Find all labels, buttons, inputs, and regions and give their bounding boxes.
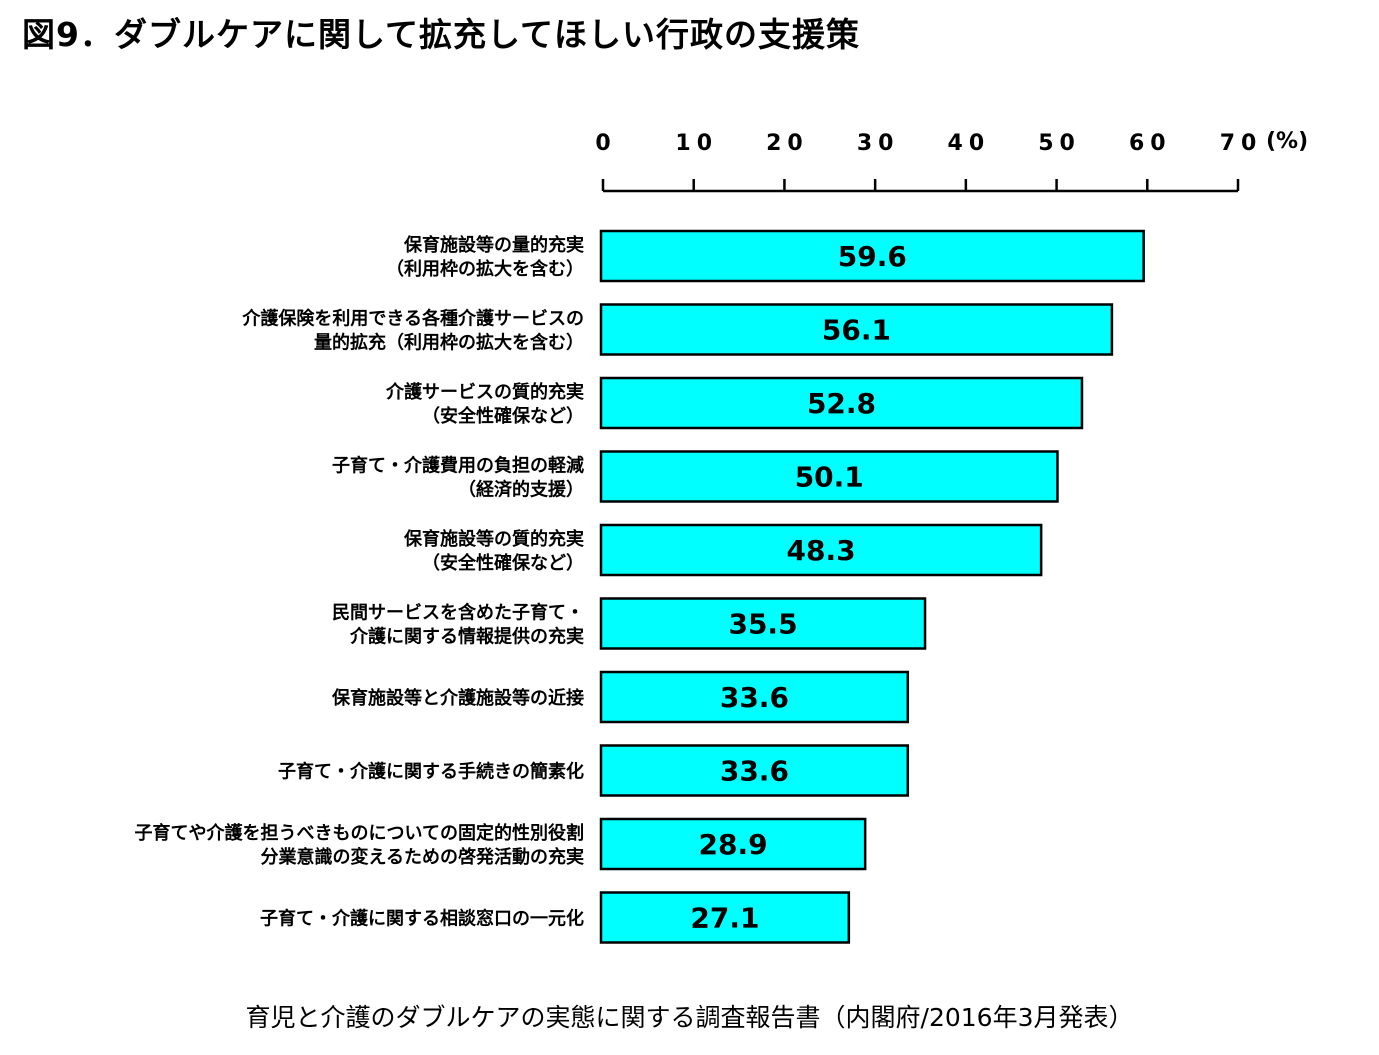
bar xyxy=(599,450,1059,503)
bar-value-label: 52.8 xyxy=(807,387,876,420)
bars: 59.6 56.1 52.8 50.1 48.3 35.5 33.6 33.6 28.9 27.1 xyxy=(599,229,1145,944)
category-label: 子育て・介護に関する手続きの簡素化 xyxy=(278,761,584,783)
x-tick-label: 60 xyxy=(1129,131,1172,156)
category-label: 量的拡充（利用枠の拡大を含む） xyxy=(314,332,584,354)
bar-value-label: 59.6 xyxy=(838,240,907,273)
bar-value-label: 27.1 xyxy=(690,902,759,935)
category-labels: 保育施設等の量的充実（利用枠の拡大を含む） 介護保険を利用できる各種介護サービスの… xyxy=(135,234,584,930)
category-label: 保育施設等と介護施設等の近接 xyxy=(331,687,584,709)
category-label: 子育て・介護に関する相談窓口の一元化 xyxy=(260,908,584,930)
category-label: （経済的支援） xyxy=(458,479,584,501)
bar-value-label: 56.1 xyxy=(822,314,891,347)
bar-value-label: 33.6 xyxy=(720,755,789,788)
bar-value-label: 28.9 xyxy=(699,828,768,861)
bar xyxy=(599,597,927,650)
category-label: 介護サービスの質的充実 xyxy=(385,381,584,403)
bar xyxy=(599,523,1043,577)
axis-unit-label: (%) xyxy=(1266,129,1308,154)
bar xyxy=(599,229,1145,283)
category-label: 介護に関する情報提供の充実 xyxy=(349,626,584,648)
bar xyxy=(599,817,867,871)
x-tick-label: 40 xyxy=(948,131,991,156)
category-label: 子育てや介護を担うべきものについての固定的性別役割 xyxy=(135,822,584,844)
bar-chart: 0 10 20 30 40 50 60 70 (%) 59.6 56.1 52.8 50.1 48.3 3… xyxy=(135,129,1308,944)
category-label: 保育施設等の質的充実 xyxy=(403,528,584,550)
x-tick-label: 10 xyxy=(675,131,718,156)
bar xyxy=(599,303,1114,356)
x-tick-label: 70 xyxy=(1220,131,1263,156)
x-tick-label: 20 xyxy=(766,131,809,156)
category-label: （利用枠の拡大を含む） xyxy=(386,258,584,280)
category-label: 民間サービスを含めた子育て・ xyxy=(332,602,584,624)
x-tick-label: 0 xyxy=(595,131,616,156)
category-label: 分業意識の変えるための啓発活動の充実 xyxy=(261,846,584,868)
x-tick-label: 50 xyxy=(1038,131,1081,156)
category-label: 介護保険を利用できる各種介護サービスの xyxy=(241,308,584,330)
bar xyxy=(599,670,910,724)
bar-value-label: 33.6 xyxy=(720,681,789,714)
bar xyxy=(599,891,851,944)
page-title: 図9．ダブルケアに関して拡充してほしい行政の支援策 xyxy=(22,15,860,54)
source-caption: 育児と介護のダブルケアの実態に関する調査報告書（内閣府/2016年3月発表） xyxy=(245,1003,1134,1032)
category-label: （安全性確保など） xyxy=(422,405,584,427)
category-label: 保育施設等の量的充実 xyxy=(403,234,584,256)
bar-value-label: 35.5 xyxy=(728,608,797,641)
category-label: （安全性確保など） xyxy=(422,552,584,574)
x-axis: 0 10 20 30 40 50 60 70 (%) xyxy=(595,129,1308,193)
bar xyxy=(599,744,910,797)
bar-value-label: 48.3 xyxy=(787,534,856,567)
x-tick-label: 30 xyxy=(857,131,900,156)
category-label: 子育て・介護費用の負担の軽減 xyxy=(332,455,584,477)
bar-value-label: 50.1 xyxy=(795,461,864,494)
bar xyxy=(599,376,1084,430)
